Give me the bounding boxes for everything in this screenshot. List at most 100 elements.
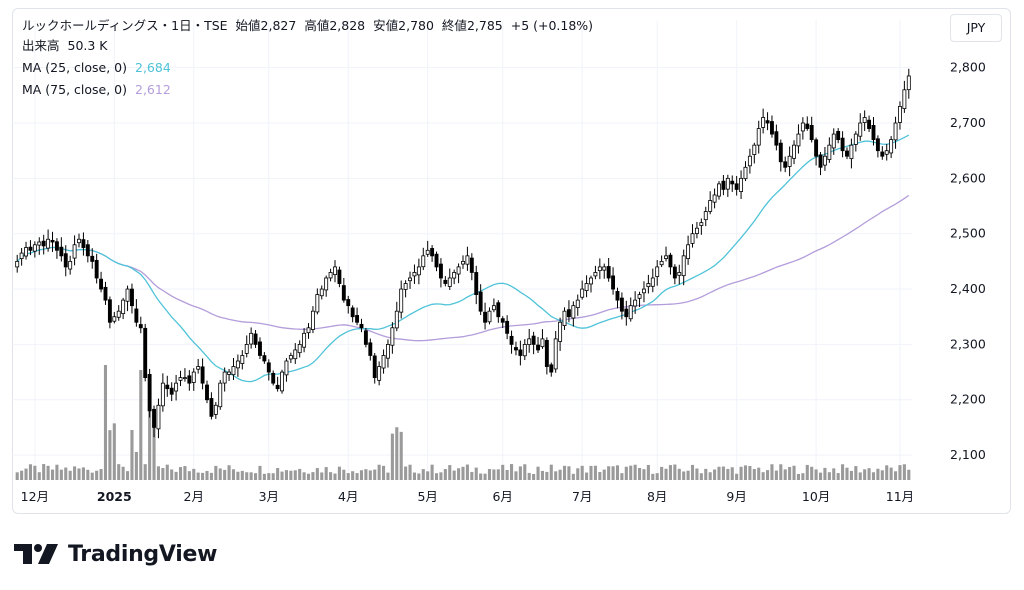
tradingview-logo[interactable]: TradingView (14, 539, 217, 569)
ma25-legend[interactable]: MA (25, close, 0) 2,684 (22, 59, 175, 77)
candle-body (333, 266, 337, 276)
ma75-label: MA (75, close, 0) (22, 82, 128, 97)
volume-bar (748, 465, 752, 480)
candle-body (231, 366, 236, 376)
candle-body (258, 341, 262, 356)
ma75-legend[interactable]: MA (75, close, 0) 2,612 (22, 81, 175, 99)
volume-bar (682, 471, 686, 480)
candle-body (898, 106, 902, 123)
candle-body (602, 266, 607, 271)
candle-body (302, 332, 307, 348)
candle-body (178, 377, 183, 381)
candle-body (880, 151, 885, 157)
volume-bar (761, 472, 765, 480)
open-value: 2,827 (260, 18, 297, 33)
volume-bar (457, 468, 461, 480)
brand-name: TradingView (68, 541, 218, 567)
candle-body (19, 252, 24, 259)
volume-bar (686, 470, 690, 480)
candle-body (284, 360, 289, 376)
volume-bar (479, 473, 483, 480)
volume-bar (37, 472, 41, 480)
candle-body (156, 404, 161, 430)
volume-bar (792, 465, 796, 480)
candle-body (840, 137, 845, 152)
candle-body (377, 366, 382, 381)
volume-bar (68, 470, 72, 480)
candle-body (725, 177, 730, 190)
currency-button[interactable]: JPY (950, 14, 1002, 42)
candle-body (902, 89, 907, 109)
volume-bar (108, 430, 112, 480)
volume-bar (192, 468, 196, 480)
volume-bar (810, 466, 814, 480)
ma75-line (16, 194, 910, 342)
candle-body (456, 266, 461, 275)
volume-bar (487, 469, 492, 480)
volume-bar (880, 470, 884, 480)
volume-bar (240, 470, 244, 480)
volume-bar (615, 465, 620, 480)
candle-body (527, 338, 532, 346)
price-chart[interactable]: 2,800 2,700 2,600 2,500 2,400 2,300 2,200 2,100… (0, 0, 1024, 520)
volume-bar (355, 473, 359, 480)
volume-bar (554, 471, 558, 480)
volume-bar (832, 468, 836, 480)
symbol-title[interactable]: ルックホールディングス・1日・TSE (22, 18, 228, 33)
volume-bar (757, 467, 761, 480)
volume-bar (271, 473, 275, 480)
candle-body (862, 117, 867, 123)
x-tick-label: 8月 (647, 489, 667, 504)
volume-bar (178, 467, 183, 480)
volume-bar (567, 466, 571, 480)
candle-body (875, 138, 880, 152)
candle-body (469, 257, 474, 273)
volume-bar (148, 382, 152, 480)
volume-bar (55, 464, 59, 480)
candle-body (474, 272, 479, 295)
candle-body (544, 340, 549, 367)
candle-body (249, 332, 254, 345)
volume-bar (99, 469, 103, 480)
candle-body (32, 244, 37, 252)
candle-body (359, 323, 364, 329)
candle-body (355, 315, 360, 323)
volume-bar (254, 473, 258, 480)
candle-body (341, 285, 346, 301)
candle-body (633, 299, 638, 307)
candle-body (562, 310, 567, 326)
volume-bar (170, 469, 174, 480)
volume-bar (377, 464, 381, 480)
volume-bar (187, 471, 191, 480)
volume-bar (889, 467, 893, 480)
y-tick-label: 2,800 (950, 60, 986, 75)
volume-bar (408, 464, 412, 480)
candle-body (461, 260, 465, 265)
volume-bar (24, 468, 28, 480)
candle-body (805, 123, 810, 129)
volume-bar (201, 472, 205, 480)
candle-body (778, 142, 783, 163)
candle-body (244, 344, 249, 354)
candle-body (121, 299, 126, 315)
volume-bar (209, 472, 213, 480)
volume-bar (646, 464, 650, 480)
candle-body (125, 288, 130, 302)
volume-bar (15, 472, 19, 480)
candle-body (646, 283, 651, 288)
candle-body (619, 297, 624, 312)
candle-body (522, 344, 527, 357)
candle-body (319, 288, 324, 297)
candle-body (430, 248, 435, 257)
candle-body (54, 241, 59, 251)
volume-bar (218, 468, 222, 480)
volume-bar (86, 469, 90, 480)
candle-body (443, 279, 448, 284)
volume-bar (103, 365, 108, 480)
volume-bar (470, 471, 474, 480)
volume-bar (818, 472, 823, 480)
volume-bar (576, 468, 580, 480)
y-tick-label: 2,700 (950, 115, 986, 130)
volume-bar (518, 466, 522, 480)
candle-body (615, 291, 620, 301)
